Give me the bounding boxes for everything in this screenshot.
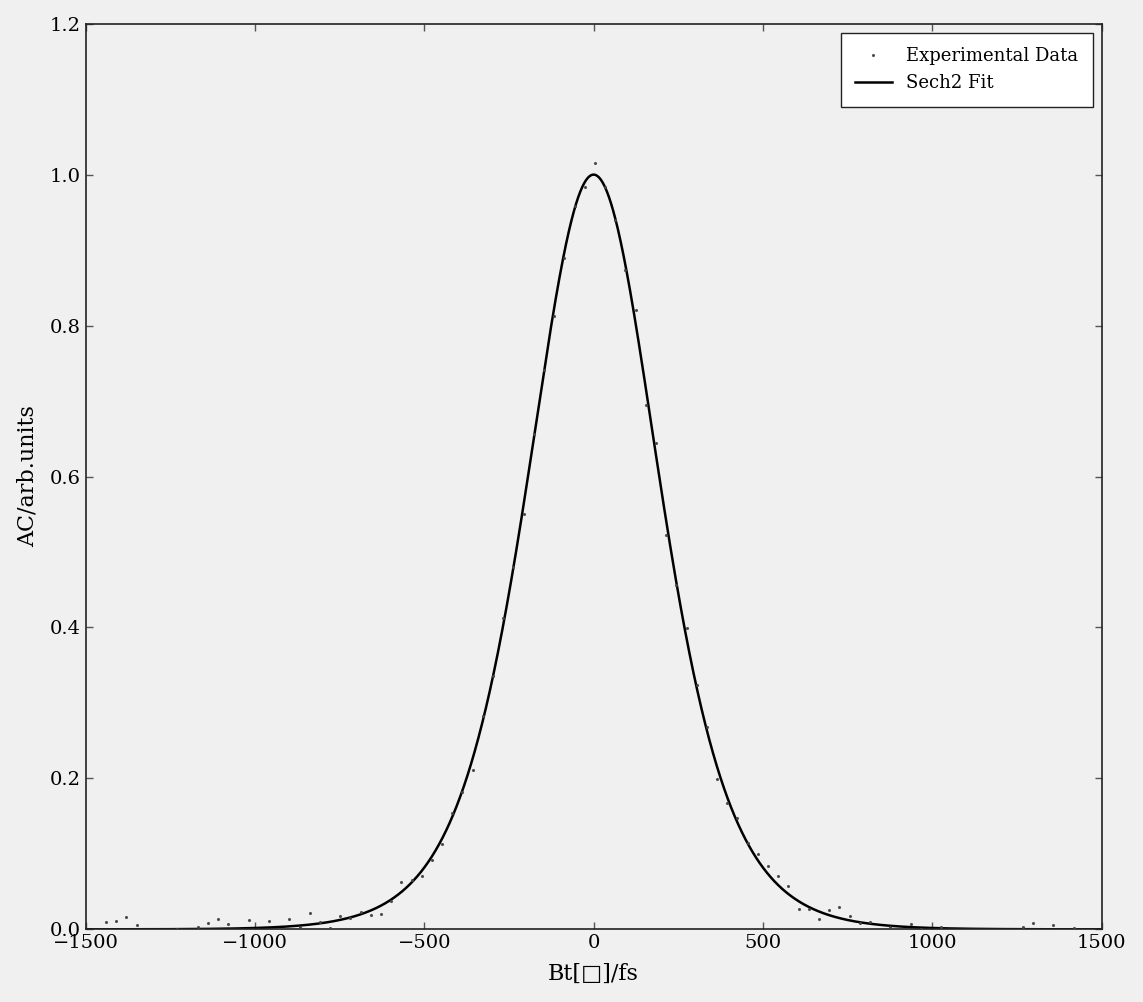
Experimental Data xyxy=(588,157,601,169)
Y-axis label: AC/arb.units: AC/arb.units xyxy=(17,406,39,547)
Sech2 Fit xyxy=(1095,923,1109,935)
Sech2 Fit xyxy=(1064,923,1078,935)
Experimental Data xyxy=(700,720,713,732)
Sech2 Fit xyxy=(513,518,527,530)
Experimental Data xyxy=(618,264,632,276)
Experimental Data xyxy=(323,922,337,934)
Sech2 Fit xyxy=(586,168,600,180)
Experimental Data xyxy=(160,931,174,943)
Experimental Data xyxy=(282,913,296,925)
Line: Sech2 Fit: Sech2 Fit xyxy=(86,174,1102,929)
Experimental Data xyxy=(1056,925,1070,937)
Sech2 Fit xyxy=(79,923,93,935)
Sech2 Fit xyxy=(561,227,575,239)
Experimental Data xyxy=(79,930,93,942)
Experimental Data xyxy=(1026,917,1040,929)
Sech2 Fit xyxy=(817,908,831,920)
Experimental Data xyxy=(1087,925,1101,937)
Legend: Experimental Data, Sech2 Fit: Experimental Data, Sech2 Fit xyxy=(841,33,1093,106)
Line: Experimental Data: Experimental Data xyxy=(83,161,1096,939)
X-axis label: Bt[□]/fs: Bt[□]/fs xyxy=(549,963,639,985)
Sech2 Fit xyxy=(1013,923,1026,935)
Sech2 Fit xyxy=(505,567,519,579)
